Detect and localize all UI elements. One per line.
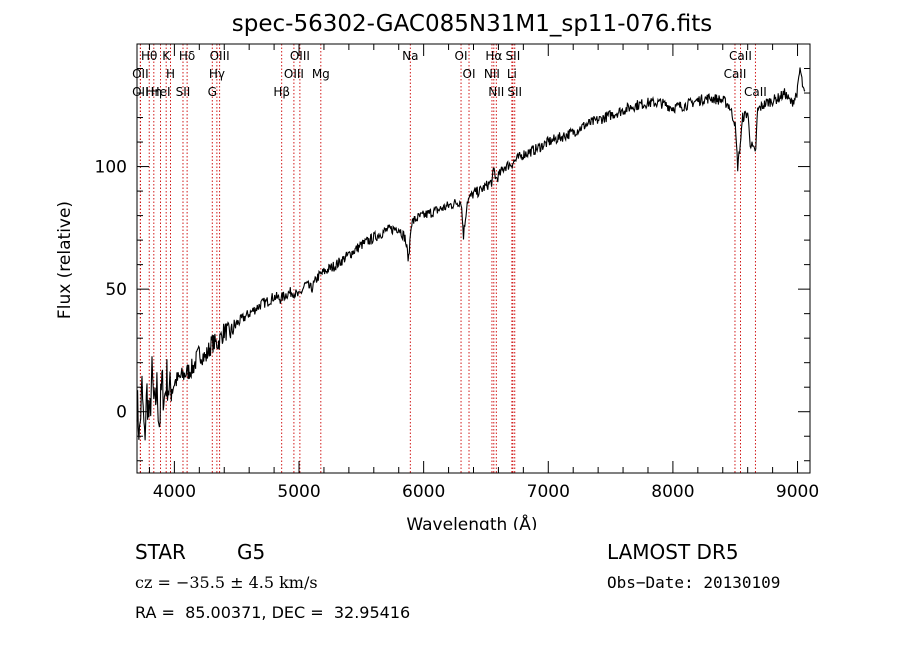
spectral-line-label: OIII xyxy=(210,49,230,63)
spectral-line-label: Hθ xyxy=(141,49,157,63)
spectral-line-label: OIII xyxy=(284,67,304,81)
spectral-line-label: HeI xyxy=(151,85,171,99)
x-tick-label: 8000 xyxy=(651,482,694,502)
spectral-line-label: K xyxy=(162,49,171,63)
observation-date: Obs−Date: 20130109 xyxy=(607,573,781,592)
spectral-line-label: Hβ xyxy=(273,85,290,99)
spectral-line-markers xyxy=(139,44,756,473)
x-tick-label: 4000 xyxy=(153,482,196,502)
spectral-line-label: CaII xyxy=(744,85,767,99)
x-tick-label: 6000 xyxy=(402,482,445,502)
x-axis-label: Wavelength (Å) xyxy=(406,513,537,530)
chart-title: spec-56302-GAC085N31M1_sp11-076.fits xyxy=(232,11,712,37)
spectral-line-label: CaII xyxy=(729,49,752,63)
y-axis-label: Flux (relative) xyxy=(55,201,75,319)
spectral-line-labels: HθOIIOIIHηKHeIHHδSIIOIIIHγGOIIIOIIIHβMgN… xyxy=(132,49,767,99)
spectral-line-label: NII xyxy=(484,67,500,81)
spectral-line-label: H xyxy=(166,67,175,81)
spectral-line-label: Li xyxy=(507,67,517,81)
spectral-line-label: Hη xyxy=(146,85,163,99)
x-tick-label: 5000 xyxy=(277,482,320,502)
spectral-line-label: SII xyxy=(176,85,191,99)
spectral-line-label: CaII xyxy=(724,67,747,81)
spectral-line-label: Hα xyxy=(485,49,502,63)
spectral-line-label: OI xyxy=(463,67,476,81)
spectral-line-label: Mg xyxy=(312,67,330,81)
y-tick-label: 50 xyxy=(105,280,127,300)
redshift-velocity: cz = −35.5 ± 4.5 km/s xyxy=(135,573,318,592)
object-subclass: G5 xyxy=(237,540,266,564)
spectral-line-label: G xyxy=(208,85,217,99)
spectral-line-label: OIII xyxy=(290,49,310,63)
x-tick-label: 9000 xyxy=(776,482,819,502)
spectral-line-label: NII xyxy=(488,85,504,99)
y-axis: 0 50 100 xyxy=(95,68,810,462)
spectral-line-label: Hγ xyxy=(209,67,225,81)
spectrum-chart: spec-56302-GAC085N31M1_sp11-076.fits Hθ O… xyxy=(55,11,819,530)
spectrum-line xyxy=(136,67,806,441)
y-tick-label: 100 xyxy=(95,158,127,178)
spectral-line-label: SII xyxy=(506,49,521,63)
spectral-line-label: Na xyxy=(402,49,418,63)
x-axis: 4000 5000 6000 7000 8000 9000 xyxy=(148,44,819,502)
spectral-line-label: Hδ xyxy=(179,49,195,63)
spectral-line-label: OII xyxy=(132,67,149,81)
x-tick-label: 7000 xyxy=(527,482,570,502)
plot-frame xyxy=(136,43,811,474)
coordinates: RA = 85.00371, DEC = 32.95416 xyxy=(135,603,411,622)
survey-name: LAMOST DR5 xyxy=(607,540,739,564)
spectral-line-label: SII xyxy=(507,85,522,99)
y-tick-label: 0 xyxy=(116,403,127,423)
object-class: STAR xyxy=(135,540,186,564)
spectral-line-label: OI xyxy=(455,49,468,63)
spectral-line-label: OII xyxy=(132,85,149,99)
